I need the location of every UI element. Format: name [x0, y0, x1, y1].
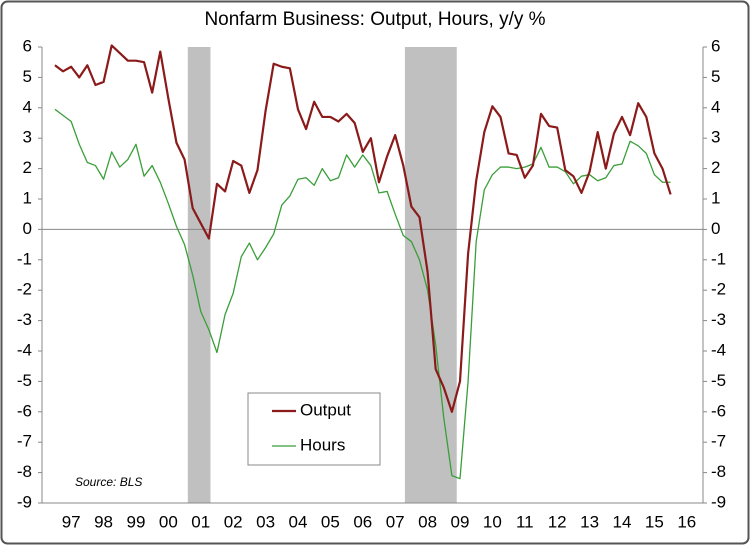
x-tick-label: 06	[353, 512, 372, 531]
series-line	[54, 108, 671, 480]
x-tick-label: 00	[159, 512, 178, 531]
x-tick-label: 99	[127, 512, 146, 531]
y2-tick-label: 2	[711, 158, 720, 177]
recession-band	[187, 47, 211, 503]
source-note: Source: BLS	[75, 475, 142, 489]
y2-tick-label: -8	[711, 462, 726, 481]
y-tick-label: 6	[23, 36, 32, 55]
y-tick-label: -4	[17, 340, 32, 359]
x-tick-label: 01	[191, 512, 210, 531]
y2-tick-label: -9	[711, 492, 726, 511]
recession-band	[404, 47, 457, 503]
y2-tick-label: -5	[711, 371, 726, 390]
y-tick-label: 5	[23, 67, 32, 86]
legend: Output Hours	[247, 392, 381, 466]
legend-label: Output	[300, 400, 351, 419]
x-tick-label: 08	[418, 512, 437, 531]
x-tick-label: 13	[580, 512, 599, 531]
x-tick-label: 03	[256, 512, 275, 531]
x-tick-label: 07	[386, 512, 405, 531]
y-tick-label: -9	[17, 492, 32, 511]
y-tick-label: -8	[17, 462, 32, 481]
x-tick-label: 16	[677, 512, 696, 531]
y-tick-label: 0	[23, 219, 32, 238]
x-tick-label: 04	[289, 512, 308, 531]
y-tick-label: -7	[17, 432, 32, 451]
series-line	[54, 44, 672, 413]
y-tick-label: -5	[17, 371, 32, 390]
y2-tick-label: -7	[711, 432, 726, 451]
x-tick-label: 02	[224, 512, 243, 531]
y-tick-label: -3	[17, 310, 32, 329]
x-tick-label: 14	[613, 512, 632, 531]
y-tick-label: 2	[23, 158, 32, 177]
y2-tick-label: -4	[711, 340, 726, 359]
x-tick-label: 12	[548, 512, 567, 531]
legend-label: Hours	[300, 435, 345, 454]
x-tick-label: 10	[483, 512, 502, 531]
y2-tick-label: 3	[711, 128, 720, 147]
y2-tick-label: -1	[711, 249, 726, 268]
y2-tick-label: -6	[711, 401, 726, 420]
y-tick-label: -6	[17, 401, 32, 420]
x-tick-label: 97	[62, 512, 81, 531]
y-tick-label: 1	[23, 188, 32, 207]
x-tick-label: 98	[94, 512, 113, 531]
chart-title: Nonfarm Business: Output, Hours, y/y %	[204, 9, 545, 30]
y-tick-label: -1	[17, 249, 32, 268]
y-tick-label: 4	[23, 97, 32, 116]
y2-tick-label: 1	[711, 188, 720, 207]
y-tick-label: 3	[23, 128, 32, 147]
y2-tick-label: -3	[711, 310, 726, 329]
x-tick-label: 05	[321, 512, 340, 531]
y2-tick-label: -2	[711, 280, 726, 299]
y-tick-label: -2	[17, 280, 32, 299]
y2-tick-label: 5	[711, 67, 720, 86]
y2-tick-label: 4	[711, 97, 720, 116]
x-tick-label: 11	[516, 512, 534, 531]
y2-tick-label: 0	[711, 219, 720, 238]
x-tick-label: 09	[451, 512, 470, 531]
x-tick-label: 15	[645, 512, 664, 531]
y2-tick-label: 6	[711, 36, 720, 55]
legend-box	[247, 392, 381, 466]
